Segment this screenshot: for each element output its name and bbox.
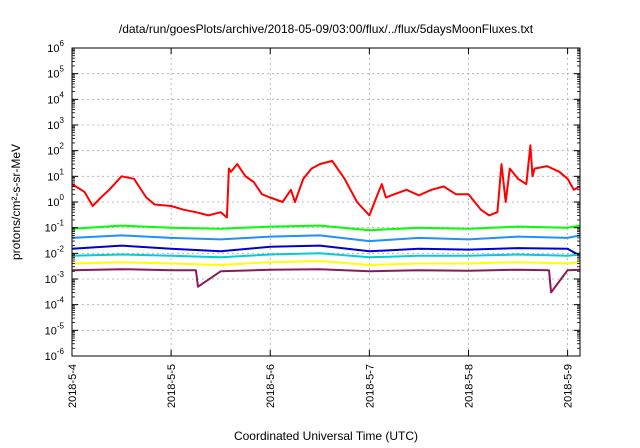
y-tick-exponent: -3 [57, 270, 65, 279]
y-tick-label: 10-3 [45, 270, 65, 286]
y-tick-base: 10 [47, 197, 59, 209]
x-tick-label: 2018-5-8 [463, 364, 475, 408]
data-series [71, 144, 581, 294]
x-tick-label: 2018-5-7 [364, 364, 376, 408]
x-tick-label: 2018-5-5 [166, 364, 178, 408]
series-line-1 [71, 144, 581, 219]
y-tick-label: 106 [47, 39, 64, 55]
series-line-3 [71, 234, 581, 243]
series-line-5 [71, 252, 581, 259]
y-tick-exponent: 0 [60, 193, 65, 202]
axis-ticks [71, 47, 580, 357]
x-tick-label: 2018-5-6 [265, 364, 277, 408]
y-tick-label: 102 [47, 142, 64, 158]
y-tick-label: 10-1 [45, 219, 65, 235]
series-line-7 [71, 268, 581, 294]
y-tick-base: 10 [47, 94, 59, 106]
y-tick-exponent: -5 [57, 321, 65, 330]
y-tick-label: 10-5 [45, 321, 65, 337]
y-tick-base: 10 [47, 43, 59, 55]
y-tick-exponent: 2 [60, 142, 65, 151]
y-tick-base: 10 [47, 120, 59, 132]
x-axis-label: Coordinated Universal Time (UTC) [234, 429, 418, 443]
y-tick-base: 10 [45, 300, 57, 312]
y-tick-label: 10-6 [45, 347, 65, 363]
series-line-4 [71, 244, 581, 257]
y-tick-base: 10 [47, 171, 59, 183]
y-tick-label: 105 [47, 65, 64, 81]
y-tick-exponent: 1 [60, 167, 65, 176]
y-tick-label: 104 [47, 90, 64, 106]
y-tick-exponent: -2 [57, 244, 65, 253]
y-tick-exponent: 6 [60, 39, 65, 48]
y-tick-exponent: -6 [57, 347, 65, 356]
y-tick-exponent: 3 [60, 116, 65, 125]
y-tick-label: 101 [47, 167, 64, 183]
y-tick-exponent: -4 [57, 296, 65, 305]
y-tick-exponent: 5 [60, 65, 65, 74]
y-tick-exponent: -1 [57, 219, 65, 228]
grid-lines [72, 48, 580, 356]
y-tick-base: 10 [45, 223, 57, 235]
chart-title: /data/run/goesPlots/archive/2018-05-09/0… [119, 22, 534, 36]
series-line-6 [71, 260, 581, 266]
series-line-2 [71, 224, 581, 232]
x-tick-label: 2018-5-4 [67, 364, 79, 408]
y-tick-label: 10-2 [45, 244, 65, 260]
y-tick-label: 10-4 [45, 296, 65, 312]
y-tick-label: 103 [47, 116, 64, 132]
y-tick-base: 10 [47, 69, 59, 81]
y-tick-exponent: 4 [60, 90, 65, 99]
y-tick-label: 100 [47, 193, 64, 209]
y-tick-base: 10 [47, 146, 59, 158]
y-tick-base: 10 [45, 351, 57, 363]
x-axis-tick-labels: 2018-5-4 2018-5-5 2018-5-6 2018-5-7 2018-5-8… [67, 364, 575, 408]
y-tick-base: 10 [45, 274, 57, 286]
y-axis-label: protons/cm²-s-sr-MeV [9, 144, 23, 260]
y-tick-base: 10 [45, 248, 57, 260]
y-axis-tick-labels: 10610510410310210110010-110-210-310-410-… [45, 39, 65, 363]
x-tick-label: 2018-5-9 [563, 364, 575, 408]
y-tick-base: 10 [45, 325, 57, 337]
